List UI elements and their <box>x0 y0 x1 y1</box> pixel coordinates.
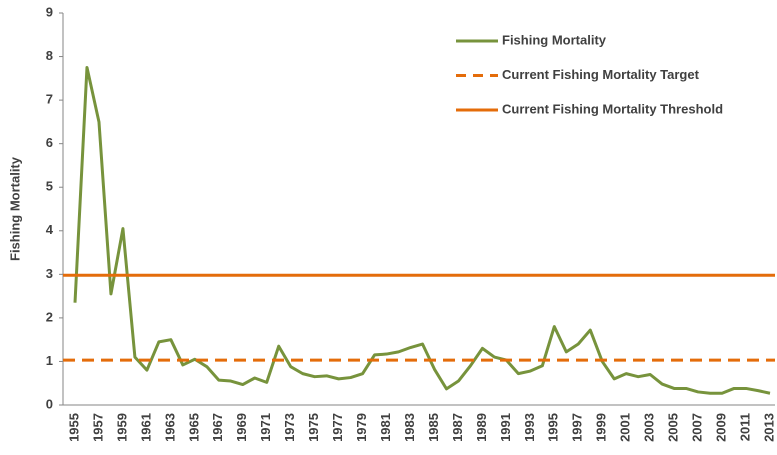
x-tick-label: 1981 <box>378 413 393 442</box>
x-tick-label: 1993 <box>522 413 537 442</box>
legend-label: Current Fishing Mortality Threshold <box>502 101 723 116</box>
y-tick-label: 0 <box>46 396 53 411</box>
y-tick-label: 6 <box>46 135 53 150</box>
y-tick-label: 2 <box>46 309 53 324</box>
data-line <box>73 65 771 395</box>
x-tick-label: 1955 <box>66 413 81 442</box>
y-tick-label: 3 <box>46 266 53 281</box>
x-tick-label: 1961 <box>138 413 153 442</box>
x-tick-label: 1967 <box>210 413 225 442</box>
x-tick-label: 2007 <box>690 413 705 442</box>
x-tick-label: 2009 <box>714 413 729 442</box>
x-tick-label: 1957 <box>90 413 105 442</box>
legend-label: Fishing Mortality <box>502 32 607 47</box>
x-tick-label: 1959 <box>114 413 129 442</box>
x-tick-label: 1965 <box>186 413 201 442</box>
x-tick-label: 1975 <box>306 413 321 442</box>
y-tick-label: 4 <box>46 222 54 237</box>
x-tick-label: 2005 <box>666 413 681 442</box>
y-tick-label: 5 <box>46 179 53 194</box>
y-tick-label: 9 <box>46 4 53 19</box>
y-tick-label: 1 <box>46 353 53 368</box>
x-tick-label: 1963 <box>162 413 177 442</box>
x-tick-label: 1987 <box>450 413 465 442</box>
x-tick-label: 2011 <box>737 413 752 441</box>
x-tick-label: 1989 <box>474 413 489 442</box>
y-axis-label: Fishing Mortality <box>7 156 22 261</box>
legend-label: Current Fishing Mortality Target <box>502 67 700 82</box>
x-tick-label: 2003 <box>642 413 657 442</box>
x-tick-label: 1985 <box>426 413 441 442</box>
y-tick-label: 8 <box>46 48 53 63</box>
x-tick-label: 1983 <box>402 413 417 442</box>
x-tick-label: 1971 <box>258 413 273 442</box>
x-tick-label: 1991 <box>498 413 513 442</box>
x-tick-label: 1995 <box>546 413 561 442</box>
x-tick-label: 2013 <box>761 413 776 442</box>
x-tick-label: 1969 <box>234 413 249 442</box>
x-tick-label: 1979 <box>354 413 369 442</box>
y-tick-label: 7 <box>46 92 53 107</box>
x-tick-label: 2001 <box>618 413 633 442</box>
x-tick-label: 1977 <box>330 413 345 442</box>
x-tick-label: 1997 <box>570 413 585 442</box>
x-tick-label: 1973 <box>282 413 297 442</box>
x-tick-label: 1999 <box>594 413 609 442</box>
